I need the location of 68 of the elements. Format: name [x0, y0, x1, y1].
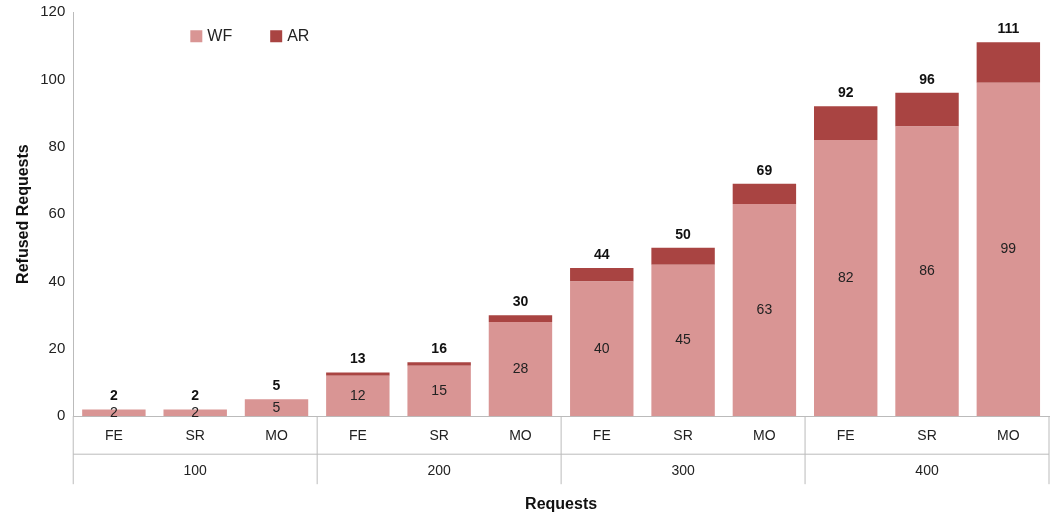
y-tick-label: 100: [40, 69, 66, 87]
bar: [407, 362, 471, 366]
data-label: 40: [593, 339, 610, 356]
x-tick-label: MO: [265, 427, 288, 444]
data-label: 99: [1000, 240, 1017, 257]
x-tick-label: SR: [673, 427, 693, 444]
x-tick-label: FE: [592, 427, 611, 444]
total-label: 69: [756, 161, 773, 178]
text: 300: [671, 462, 695, 479]
data-label: 82: [837, 268, 854, 285]
x-tick-label: FE: [348, 427, 367, 444]
text: 400: [915, 462, 939, 479]
legend-label: AR: [287, 26, 310, 44]
total-label: 30: [512, 293, 529, 310]
x-tick-label: MO: [997, 427, 1020, 444]
y-tick-label: 40: [48, 271, 66, 289]
data-label: 5: [272, 398, 281, 415]
total-label: 2: [191, 387, 200, 404]
x-tick-label: SR: [185, 427, 205, 444]
y-tick-label: 120: [40, 2, 66, 20]
data-label: 28: [512, 359, 529, 376]
total-label: 13: [350, 350, 366, 367]
x-tick-label: MO: [753, 427, 776, 444]
y-tick-label: 60: [48, 204, 66, 222]
bar: [570, 281, 634, 417]
legend-label: WF: [207, 26, 233, 44]
bar: [895, 92, 959, 127]
y-tick-label: 20: [48, 338, 66, 356]
x-axis-title: Requests: [525, 494, 598, 512]
x-tick-label: FE: [836, 427, 855, 444]
bar: [976, 42, 1041, 83]
x-tick-label: SR: [429, 427, 449, 444]
bar: [814, 140, 878, 417]
text: 100: [183, 462, 208, 479]
y-tick-label: 0: [56, 406, 66, 424]
total-label: 92: [837, 84, 854, 101]
data-label: 45: [675, 331, 692, 348]
x-tick-label: FE: [104, 427, 123, 444]
total-label: 16: [431, 340, 448, 357]
total-label: 5: [272, 377, 281, 394]
total-label: 50: [675, 225, 692, 242]
x-tick-label: SR: [917, 427, 937, 444]
total-label: 2: [109, 387, 118, 404]
x-tick-label: MO: [509, 427, 532, 444]
bar: [732, 204, 797, 417]
total-label: 96: [919, 70, 936, 87]
data-label: 86: [919, 262, 936, 279]
bar: [488, 315, 553, 322]
bar: [651, 247, 715, 265]
bar: [895, 126, 959, 417]
bar: [651, 264, 715, 417]
bar: [488, 321, 553, 417]
bar: [326, 375, 390, 417]
bar: [814, 106, 878, 140]
y-tick-label: 80: [48, 136, 66, 154]
bar: [407, 365, 471, 417]
bar: [244, 399, 309, 417]
y-axis-title: Refused Requests: [14, 144, 32, 284]
text: 200: [427, 462, 452, 479]
data-label: 12: [350, 386, 366, 403]
bar: [326, 372, 390, 376]
data-label: 63: [756, 300, 773, 317]
bar: [976, 82, 1041, 417]
data-label: 15: [431, 381, 448, 398]
bar: [570, 267, 634, 282]
bar: [732, 183, 797, 204]
total-label: 111: [997, 20, 1020, 37]
total-label: 44: [593, 245, 610, 262]
